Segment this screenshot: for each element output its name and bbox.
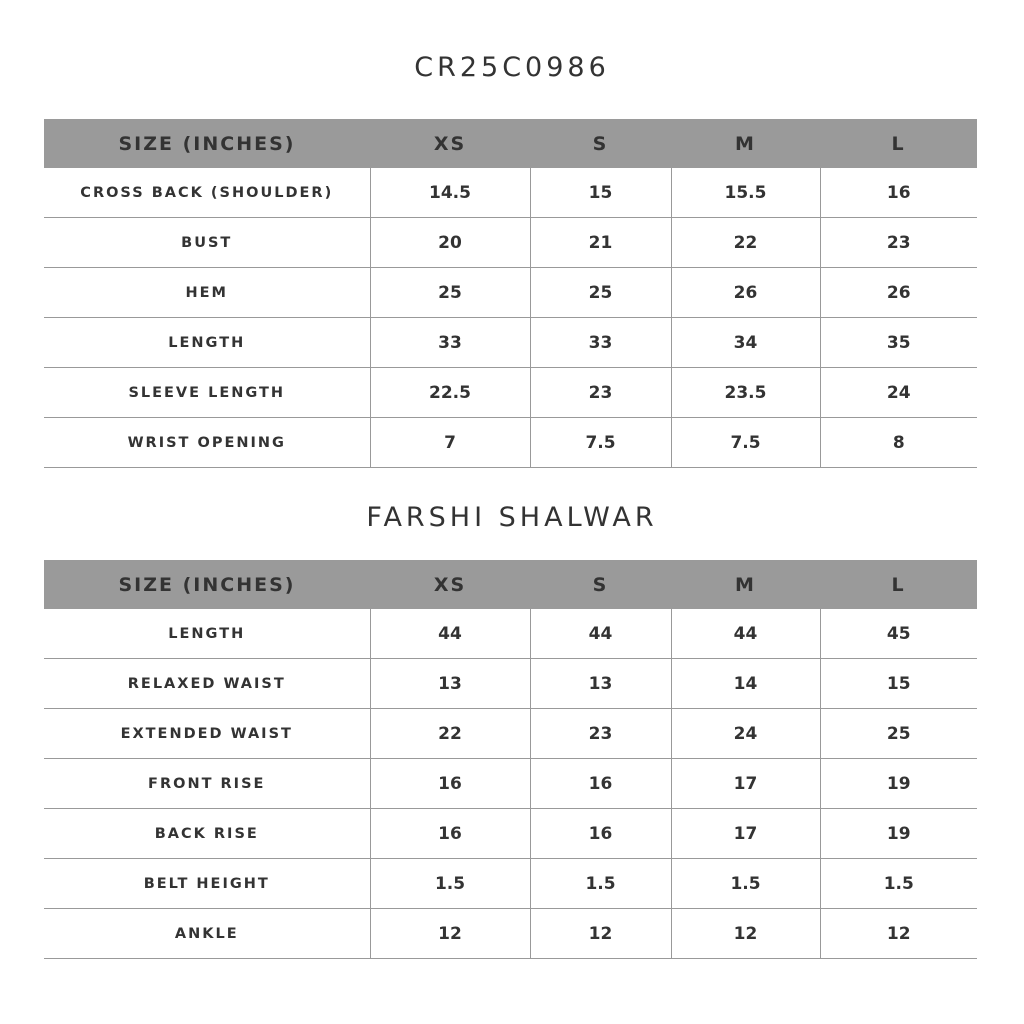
table-row: BUST 20 21 22 23 [44,217,977,268]
table-row: LENGTH 33 33 34 35 [44,317,977,368]
column-header: XS [370,560,530,609]
table-row: BELT HEIGHT 1.5 1.5 1.5 1.5 [44,858,977,909]
measurement-label: LENGTH [44,317,370,368]
table-row: EXTENDED WAIST 22 23 24 25 [44,708,977,759]
measurement-label: CROSS BACK (SHOULDER) [44,168,370,218]
measurement-value: 16 [819,168,977,218]
measurement-value: 26 [819,267,977,318]
table-row: FRONT RISE 16 16 17 19 [44,758,977,809]
measurement-value: 7.5 [670,417,820,468]
table-title: CR25C0986 [414,52,610,83]
measurement-label: WRIST OPENING [44,417,370,468]
measurement-value: 13 [529,658,671,709]
measurement-value: 21 [529,217,671,268]
column-header: SIZE (INCHES) [44,119,370,168]
shalwar-size-table: SIZE (INCHES) XS S M L LENGTH 44 44 44 45 RELAXED … [44,560,977,959]
header-row: SIZE (INCHES) XS S M L [44,119,977,168]
measurement-label: FRONT RISE [44,758,370,809]
measurement-value: 1.5 [369,858,530,909]
table-row: ANKLE 12 12 12 12 [44,908,977,959]
measurement-value: 15.5 [670,168,820,218]
measurement-value: 26 [670,267,820,318]
measurement-value: 16 [529,808,671,859]
measurement-value: 1.5 [529,858,671,909]
measurement-value: 23 [819,217,977,268]
measurement-label: SLEEVE LENGTH [44,367,370,418]
measurement-value: 8 [819,417,977,468]
measurement-label: BACK RISE [44,808,370,859]
measurement-value: 19 [819,758,977,809]
table-row: SLEEVE LENGTH 22.5 23 23.5 24 [44,367,977,418]
column-header: SIZE (INCHES) [44,560,370,609]
table-row: LENGTH 44 44 44 45 [44,609,977,659]
table-row: BACK RISE 16 16 17 19 [44,808,977,859]
measurement-value: 24 [819,367,977,418]
table-title: FARSHI SHALWAR [366,502,658,533]
measurement-value: 15 [819,658,977,709]
measurement-value: 22 [670,217,820,268]
measurement-value: 23 [529,708,671,759]
measurement-value: 44 [529,609,671,659]
measurement-value: 12 [369,908,530,959]
measurement-value: 14 [670,658,820,709]
table-row: WRIST OPENING 7 7.5 7.5 8 [44,417,977,468]
measurement-value: 7 [369,417,530,468]
measurement-value: 17 [670,808,820,859]
measurement-value: 22 [369,708,530,759]
measurement-label: RELAXED WAIST [44,658,370,709]
measurement-value: 16 [369,808,530,859]
measurement-value: 1.5 [819,858,977,909]
measurement-value: 35 [819,317,977,368]
column-header: L [820,119,977,168]
measurement-value: 15 [529,168,671,218]
measurement-value: 20 [369,217,530,268]
measurement-value: 25 [529,267,671,318]
measurement-value: 19 [819,808,977,859]
measurement-value: 44 [670,609,820,659]
measurement-value: 22.5 [369,367,530,418]
measurement-value: 16 [529,758,671,809]
top-size-table: SIZE (INCHES) XS S M L CROSS BACK (SHOULDER) 1… [44,119,977,468]
column-header: M [671,119,820,168]
column-header: S [530,119,671,168]
header-row: SIZE (INCHES) XS S M L [44,560,977,609]
column-header: L [820,560,977,609]
measurement-value: 17 [670,758,820,809]
measurement-value: 12 [670,908,820,959]
column-header: XS [370,119,530,168]
measurement-value: 12 [529,908,671,959]
measurement-value: 25 [819,708,977,759]
column-header: M [671,560,820,609]
table-row: HEM 25 25 26 26 [44,267,977,318]
measurement-label: BELT HEIGHT [44,858,370,909]
measurement-label: BUST [44,217,370,268]
measurement-value: 34 [670,317,820,368]
measurement-value: 1.5 [670,858,820,909]
measurement-label: ANKLE [44,908,370,959]
measurement-value: 23 [529,367,671,418]
table-row: RELAXED WAIST 13 13 14 15 [44,658,977,709]
measurement-value: 33 [529,317,671,368]
measurement-label: HEM [44,267,370,318]
table-row: CROSS BACK (SHOULDER) 14.5 15 15.5 16 [44,168,977,218]
measurement-value: 13 [369,658,530,709]
measurement-label: EXTENDED WAIST [44,708,370,759]
measurement-value: 44 [369,609,530,659]
measurement-value: 24 [670,708,820,759]
column-header: S [530,560,671,609]
measurement-value: 16 [369,758,530,809]
measurement-value: 23.5 [670,367,820,418]
measurement-value: 33 [369,317,530,368]
measurement-value: 25 [369,267,530,318]
measurement-value: 7.5 [529,417,671,468]
measurement-value: 45 [819,609,977,659]
measurement-label: LENGTH [44,609,370,659]
measurement-value: 12 [819,908,977,959]
measurement-value: 14.5 [369,168,530,218]
